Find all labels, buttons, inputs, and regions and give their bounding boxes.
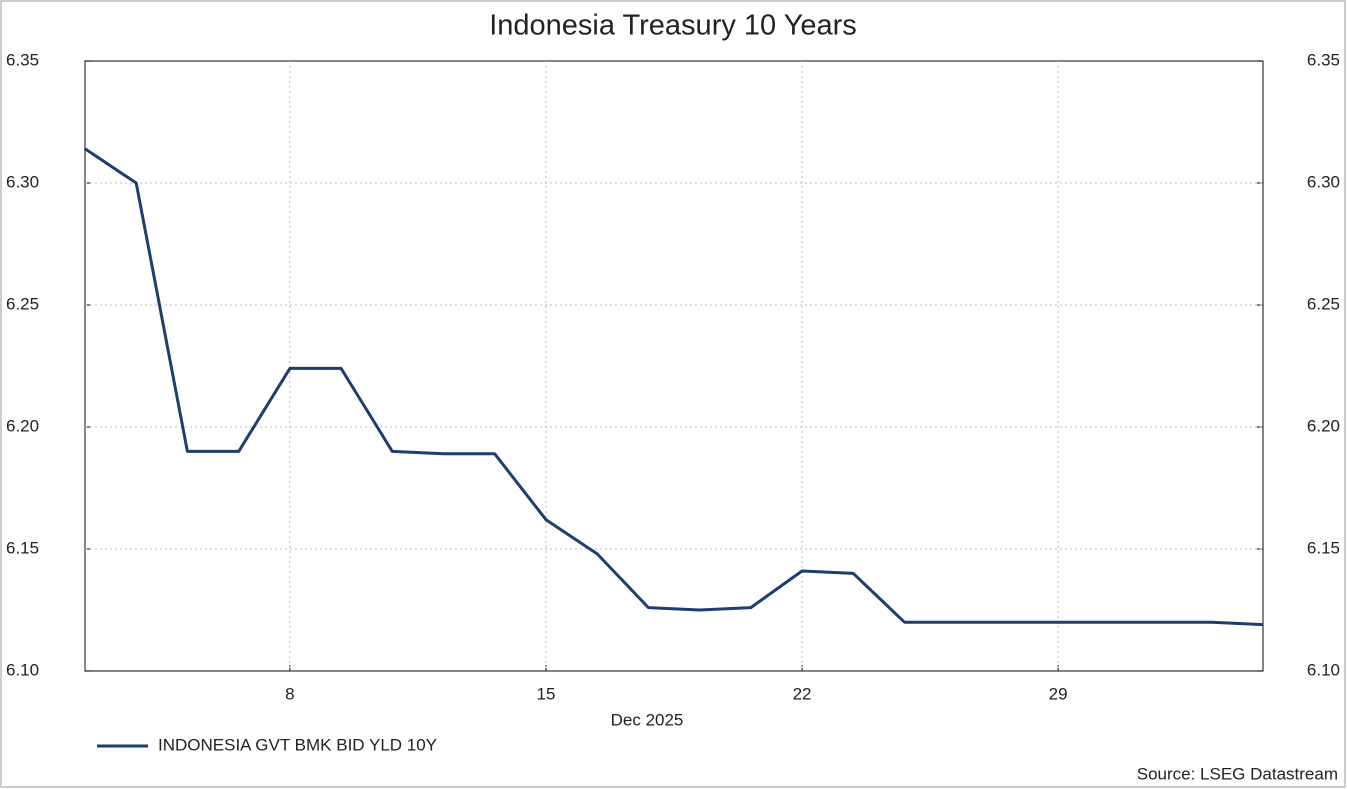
source: Source: LSEG Datastream bbox=[1137, 764, 1338, 783]
y-tick-label: 6.20 bbox=[6, 416, 39, 435]
series-line bbox=[84, 147, 1264, 627]
y2-tick-label: 6.25 bbox=[1307, 294, 1340, 313]
chart-title: Indonesia Treasury 10 Years bbox=[489, 10, 857, 42]
x-tick-label: 15 bbox=[536, 684, 555, 703]
x-tick-label: 8 bbox=[285, 684, 294, 703]
y-tick-label: 6.35 bbox=[6, 50, 39, 69]
y2-tick-label: 6.20 bbox=[1307, 416, 1340, 435]
x-axis-label: Dec 2025 bbox=[611, 710, 684, 729]
y2-tick-label: 6.10 bbox=[1307, 660, 1340, 679]
y2-tick-label: 6.30 bbox=[1307, 172, 1340, 191]
y-tick-label: 6.15 bbox=[6, 538, 39, 557]
y-tick-label: 6.10 bbox=[6, 660, 39, 679]
y-tick-label: 6.25 bbox=[6, 294, 39, 313]
y2-tick-label: 6.35 bbox=[1307, 50, 1340, 69]
y2-tick-label: 6.15 bbox=[1307, 538, 1340, 557]
plot-frame bbox=[84, 60, 1264, 672]
y-tick-label: 6.30 bbox=[6, 172, 39, 191]
x-tick-label: 22 bbox=[793, 684, 812, 703]
legend-label: INDONESIA GVT BMK BID YLD 10Y bbox=[158, 735, 437, 754]
x-tick-label: 29 bbox=[1049, 684, 1068, 703]
